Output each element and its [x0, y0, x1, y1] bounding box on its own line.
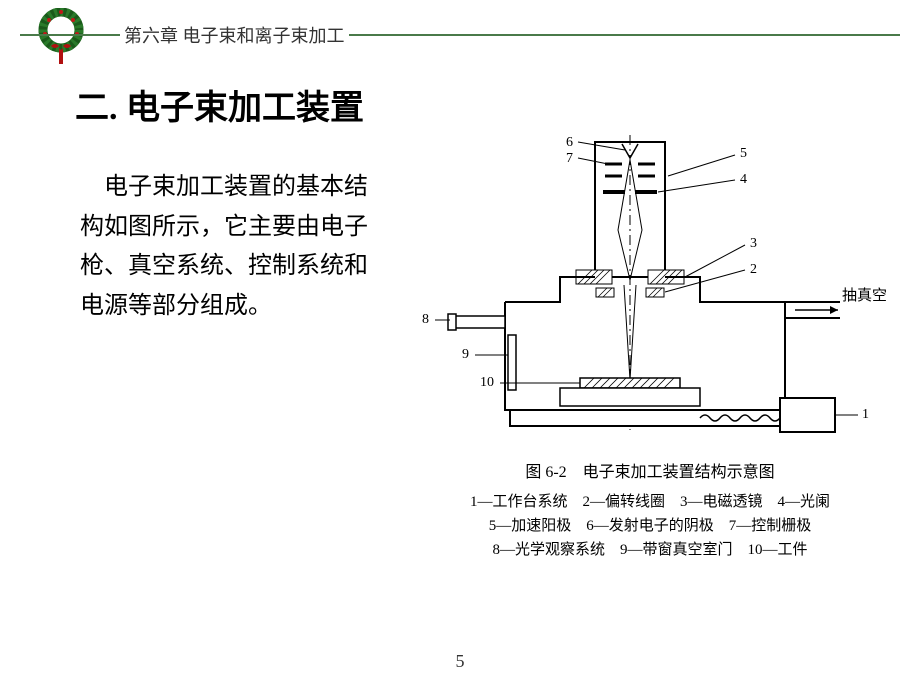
- callout-10: 10: [480, 375, 494, 391]
- callout-1: 1: [862, 407, 869, 423]
- caption-legend-3: 8—光学观察系统 9—带窗真空室门 10—工件: [400, 538, 900, 562]
- vacuum-label: 抽真空: [842, 284, 887, 305]
- callout-2: 2: [750, 262, 757, 278]
- figure-caption: 图 6-2 电子束加工装置结构示意图 1—工作台系统 2—偏转线圈 3—电磁透镜…: [400, 460, 900, 562]
- chapter-title: 第六章 电子束和离子束加工: [120, 22, 349, 48]
- callout-4: 4: [740, 172, 747, 188]
- caption-legend-1: 1—工作台系统 2—偏转线圈 3—电磁透镜 4—光阑: [400, 490, 900, 514]
- callout-7: 7: [566, 151, 573, 167]
- figure-6-2: 6 7 5 4 3 2 8 9 10 1 抽真空 图 6-2 电子束加工装置结构…: [400, 130, 900, 560]
- caption-title: 图 6-2 电子束加工装置结构示意图: [400, 460, 900, 486]
- page-number: 5: [0, 651, 920, 672]
- body-paragraph: 电子束加工装置的基本结构如图所示，它主要由电子枪、真空系统、控制系统和电源等部分…: [80, 168, 380, 326]
- callout-9: 9: [462, 347, 469, 363]
- section-title: 二. 电子束加工装置: [75, 80, 364, 129]
- callout-3: 3: [750, 236, 757, 252]
- callout-5: 5: [740, 146, 747, 162]
- caption-legend-2: 5—加速阳极 6—发射电子的阴极 7—控制栅极: [400, 514, 900, 538]
- callout-8: 8: [422, 312, 429, 328]
- callout-6: 6: [566, 135, 573, 151]
